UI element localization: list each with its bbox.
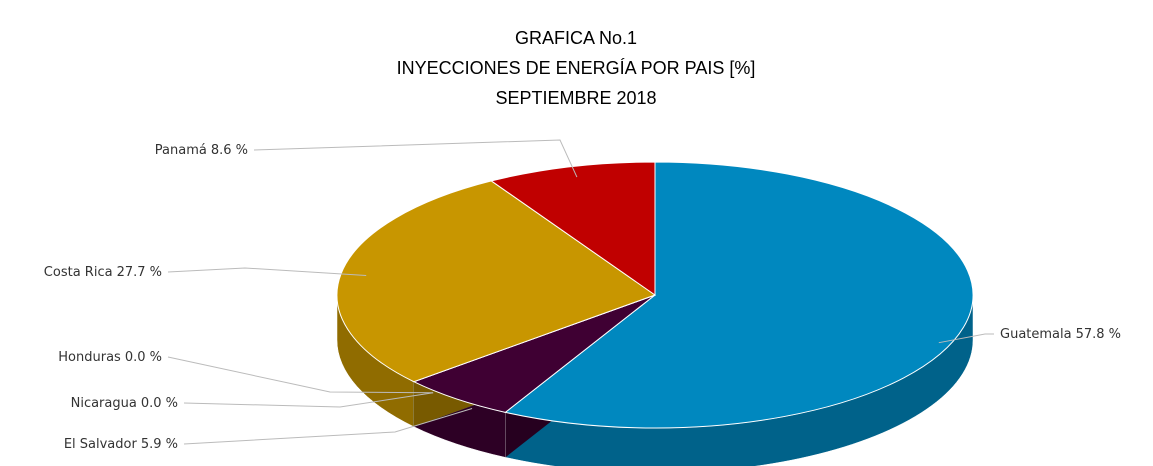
data-label: Honduras 0.0 % [58,350,162,365]
chart-subtitle: SEPTIEMBRE 2018 [495,88,656,108]
leader-line [167,267,367,276]
data-label: Costa Rica 27.7 % [44,265,162,280]
data-label: Nicaragua 0.0 % [71,396,178,411]
value-label: 0.0 % [141,396,178,411]
pie-slice [504,161,974,429]
chart-title: GRAFICA No.1 [515,28,637,48]
value-label: 8.6 % [211,143,248,158]
leader-line [167,356,434,394]
leader-line [183,408,473,445]
chart-subtitle: INYECCIONES DE ENERGÍA POR PAIS [%] [397,58,756,78]
data-label: Panamá 8.6 % [155,143,248,158]
category-label: Guatemala [1000,327,1072,342]
category-label: Panamá [155,143,207,158]
category-label: Nicaragua [71,396,137,411]
pie-slice [490,161,656,296]
category-label: Honduras [58,350,121,365]
value-label: 5.9 % [141,437,178,452]
leader-line [938,333,994,344]
category-label: Costa Rica [44,265,113,280]
leader-line [253,139,578,178]
data-label: El Salvador 5.9 % [64,437,178,452]
data-label: Guatemala 57.8 % [1000,327,1121,342]
category-label: El Salvador [64,437,138,452]
value-label: 57.8 % [1076,327,1121,342]
value-label: 27.7 % [117,265,162,280]
leader-line [183,392,434,408]
value-label: 0.0 % [125,350,162,365]
